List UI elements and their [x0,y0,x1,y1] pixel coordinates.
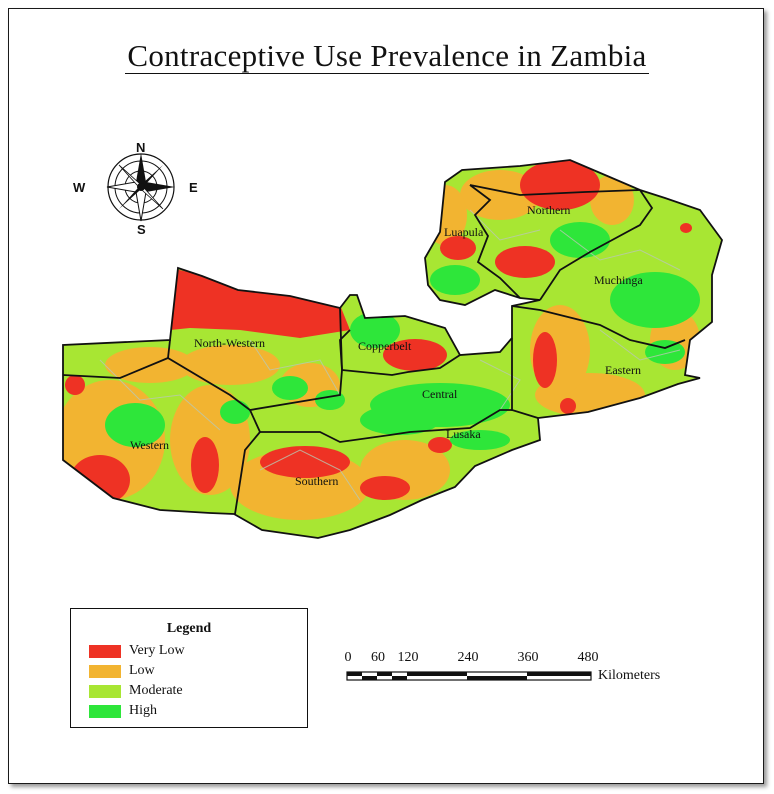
legend-label: Very Low [129,643,185,658]
legend-item-moderate: Moderate [89,683,183,699]
label-southern: Southern [295,474,338,488]
legend-swatch [89,644,121,658]
label-western: Western [130,438,169,452]
label-muchinga: Muchinga [594,273,643,287]
scale-tick: 0 [344,650,352,665]
legend-item-high: High [89,703,157,719]
legend-swatch [89,684,121,698]
scale-tick: 120 [397,650,419,665]
label-central: Central [422,387,458,401]
compass-s: S [137,222,146,237]
compass-n: N [136,140,145,155]
legend-title: Legend [166,621,212,636]
map-legend: Legend Very Low Low Moderate High [70,608,308,728]
label-copperbelt: Copperbelt [358,339,412,353]
scale-tick: 360 [517,650,539,665]
legend-swatch [89,704,121,718]
legend-item-very-low: Very Low [89,643,185,659]
scale-tick: 60 [371,650,385,665]
label-eastern: Eastern [605,363,641,377]
legend-label: High [129,703,157,718]
label-northern: Northern [527,203,570,217]
compass-e: E [189,180,198,195]
legend-swatch [89,664,121,678]
north-arrow-icon [136,153,146,187]
scale-bar: 0 60 120 240 360 480 Kilometers [344,650,704,690]
scale-tick: 240 [457,650,479,665]
province-boundaries [62,159,723,539]
scale-units: Kilometers [598,668,661,683]
scale-bar-graphic [346,671,592,681]
compass-w: W [73,180,86,195]
legend-item-low: Low [89,663,155,679]
region-labels: Northern Luapula Muchinga Copperbelt Nor… [130,203,643,488]
label-lusaka: Lusaka [446,427,481,441]
label-luapula: Luapula [444,225,484,239]
scale-tick: 480 [577,650,599,665]
map-title: Contraceptive Use Prevalence in Zambia [125,38,649,74]
label-north-western: North-Western [194,336,265,350]
legend-label: Low [129,663,155,678]
legend-label: Moderate [129,683,183,698]
compass-rose: N S E W [73,140,198,237]
